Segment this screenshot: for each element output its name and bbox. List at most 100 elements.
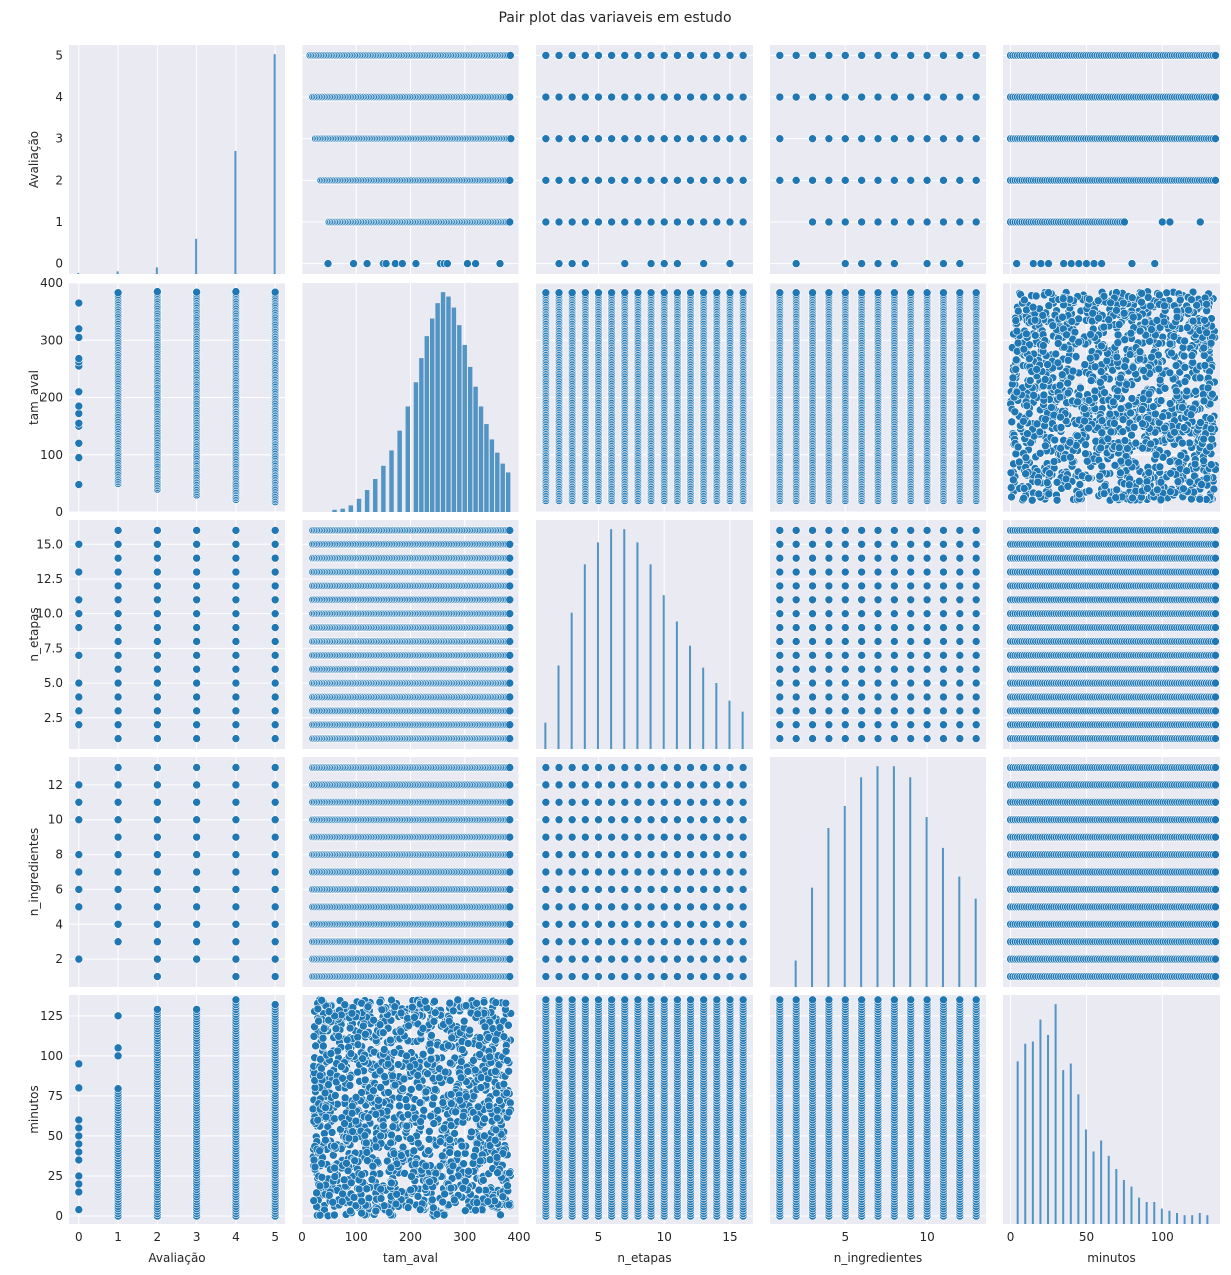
scatter-point — [712, 134, 722, 143]
panel-background — [1003, 45, 1220, 274]
scatter-point — [1127, 259, 1137, 268]
scatter-point — [857, 92, 866, 102]
scatter-point — [890, 176, 899, 185]
scatter-point — [922, 217, 932, 227]
panel-Avaliação-vs-Avaliação — [69, 45, 285, 274]
scatter-point — [659, 259, 669, 268]
panel-Avaliação-vs-minutos — [1003, 45, 1220, 274]
histogram-bar — [155, 267, 158, 274]
scatter-point — [712, 176, 722, 185]
scatter-point — [594, 51, 603, 60]
histogram-bar — [440, 292, 446, 512]
scatter-point — [659, 217, 669, 227]
scatter-point — [231, 287, 241, 296]
histogram-bar — [381, 465, 386, 512]
scatter-point — [673, 176, 682, 185]
scatter-point — [939, 51, 948, 60]
scatter-point — [738, 176, 748, 185]
scatter-point — [659, 176, 669, 185]
scatter-point — [646, 134, 656, 143]
scatter-point — [840, 176, 850, 185]
scatter-point — [922, 176, 932, 185]
scatter-point — [906, 92, 916, 102]
scatter-point — [620, 92, 630, 102]
scatter-point — [1158, 217, 1167, 227]
scatter-point — [857, 259, 866, 268]
scatter-point — [939, 259, 948, 268]
scatter-point — [725, 176, 735, 185]
scatter-point — [712, 288, 722, 298]
histogram-bar — [195, 238, 198, 274]
scatter-point — [873, 288, 883, 298]
histogram-bar — [340, 508, 345, 512]
scatter-point — [567, 259, 577, 268]
panel-grid: 012345Avaliação0100200300400tam_aval2.55… — [27, 45, 1220, 1265]
histogram-bar — [356, 498, 362, 512]
scatter-point — [1195, 217, 1205, 227]
scatter-point — [955, 176, 965, 185]
scatter-point — [505, 92, 515, 102]
histogram-bar — [451, 307, 457, 512]
scatter-point — [725, 51, 735, 60]
scatter-point — [971, 176, 981, 185]
scatter-point — [74, 480, 84, 489]
scatter-point — [411, 259, 421, 268]
scatter-point — [791, 176, 801, 185]
scatter-point — [270, 287, 280, 297]
scatter-point — [581, 259, 590, 268]
scatter-point — [646, 288, 656, 298]
scatter-point — [74, 387, 84, 397]
scatter-point — [791, 51, 801, 60]
scatter-point — [505, 217, 515, 227]
scatter-point — [840, 134, 850, 143]
scatter-point — [153, 287, 162, 296]
scatter-point — [955, 92, 965, 102]
scatter-point — [673, 92, 682, 102]
panel-tam_aval-vs-n_etapas — [536, 282, 753, 513]
scatter-point — [113, 288, 123, 298]
scatter-point — [620, 51, 630, 60]
scatter-point — [620, 176, 630, 185]
scatter-point — [808, 134, 817, 143]
scatter-point — [1211, 134, 1220, 143]
scatter-point — [463, 259, 472, 268]
scatter-point — [971, 134, 981, 143]
scatter-point — [857, 288, 866, 298]
scatter-point — [541, 176, 551, 185]
scatter-point — [971, 217, 981, 227]
scatter-point — [620, 288, 630, 298]
scatter-point — [824, 176, 834, 185]
scatter-point — [74, 401, 84, 411]
scatter-point — [906, 217, 916, 227]
histogram-bar — [397, 430, 402, 512]
scatter-point — [541, 92, 551, 102]
scatter-point — [554, 134, 564, 143]
histogram-bar — [500, 463, 505, 512]
scatter-point — [890, 92, 899, 102]
scatter-point — [567, 288, 577, 298]
scatter-point — [607, 288, 616, 298]
panel-background — [69, 45, 285, 274]
scatter-point — [506, 51, 515, 60]
scatter-point — [699, 217, 708, 227]
scatter-point — [738, 217, 748, 227]
scatter-point — [192, 287, 201, 297]
scatter-point — [712, 217, 722, 227]
histogram-bar — [373, 479, 378, 512]
scatter-point — [1211, 92, 1220, 102]
scatter-point — [74, 324, 84, 334]
scatter-point — [939, 92, 948, 102]
scatter-point — [955, 259, 965, 268]
scatter-point — [775, 176, 785, 185]
scatter-point — [607, 217, 616, 227]
histogram-bar — [429, 318, 435, 512]
scatter-point — [554, 51, 564, 60]
histogram-bar — [413, 382, 419, 512]
scatter-point — [581, 217, 590, 227]
panel-tam_aval-vs-n_ingredientes — [770, 282, 986, 513]
scatter-point — [581, 92, 590, 102]
scatter-point — [471, 259, 480, 268]
scatter-point — [808, 176, 817, 185]
scatter-point — [646, 176, 656, 185]
